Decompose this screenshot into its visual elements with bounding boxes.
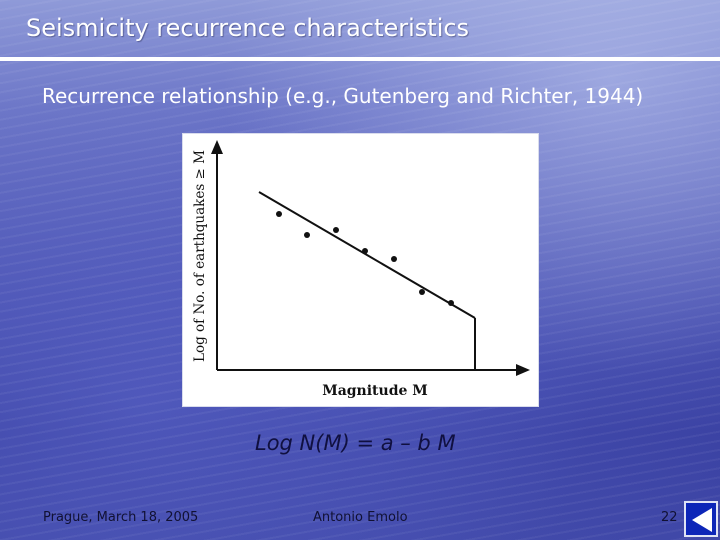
title-divider [0, 57, 720, 61]
footer-date: Prague, March 18, 2005 [43, 510, 199, 525]
x-axis-label: Magnitude M [322, 383, 428, 399]
back-arrow-icon [692, 508, 712, 532]
data-point [362, 248, 368, 254]
data-point [333, 227, 339, 233]
recurrence-diagram: Log of No. of earthquakes ≥ M Magnitude … [192, 140, 530, 399]
recurrence-figure: Log of No. of earthquakes ≥ M Magnitude … [182, 133, 539, 407]
fit-line [258, 191, 476, 319]
data-point [391, 256, 397, 262]
slide-title: Seismicity recurrence characteristics [26, 14, 470, 42]
slide-subtitle: Recurrence relationship (e.g., Gutenberg… [42, 84, 644, 108]
x-axis-arrow [516, 364, 530, 376]
y-axis-arrow [211, 140, 223, 154]
recurrence-equation: Log N(M) = a – b M [255, 431, 456, 455]
y-axis-label: Log of No. of earthquakes ≥ M [192, 150, 208, 362]
data-point [276, 211, 282, 217]
data-point [448, 300, 454, 306]
data-point [419, 289, 425, 295]
footer-author: Antonio Emolo [313, 510, 408, 525]
data-point [304, 232, 310, 238]
footer-page-number: 22 [661, 510, 678, 525]
back-nav-button[interactable] [684, 501, 718, 537]
